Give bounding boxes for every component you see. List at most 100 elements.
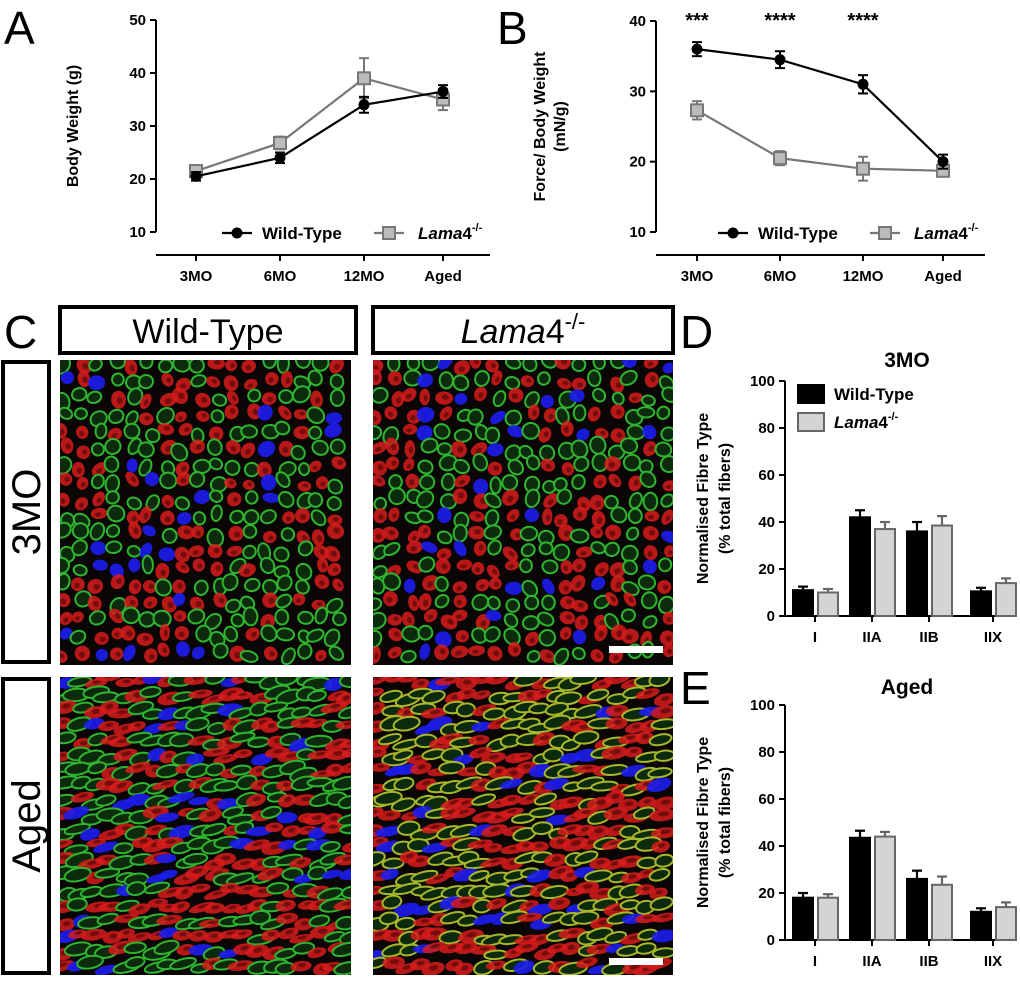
col-header-wild-type: Wild-Type [58, 305, 358, 355]
x-tick-label: 12MO [843, 268, 884, 285]
x-tick-label: 3MO [681, 268, 714, 285]
legend-swatch-lama4-ko [797, 412, 825, 432]
significance-label: *** [685, 10, 709, 32]
y-tick-label: 0 [767, 932, 775, 949]
x-tick-label: 12MO [344, 268, 385, 285]
x-tick-label: IIA [862, 953, 881, 970]
panel-letter-c: C [4, 306, 37, 358]
scale-bar-3mo [609, 646, 663, 653]
data-point-wild-type [937, 156, 949, 168]
bar-lama4-ko [931, 524, 953, 618]
bar-lama4-ko [817, 591, 839, 617]
micrograph-ko-aged [373, 677, 673, 975]
chart-d-fibre-type-3mo: 3MO 0 20 40 60 80 100 Normalised Fibre Type (% t… [695, 349, 1017, 646]
x-tick-label: IIX [984, 629, 1002, 646]
y-axis-label: (% total fibers) [717, 443, 734, 554]
x-tick-label: I [813, 953, 817, 970]
chart-a-body-weight: 10 20 30 40 50 3MO 6MO 12MO Aged Body Weight (g) W… [65, 12, 490, 285]
y-axis-label: Body Weight (g) [65, 65, 82, 187]
data-point-lama4-ko [856, 161, 870, 176]
legend-swatch-wild-type [797, 384, 825, 404]
y-tick-label: 80 [758, 744, 775, 761]
data-point-wild-type [857, 78, 869, 90]
y-tick-label: 30 [129, 118, 146, 135]
bar-lama4-ko [931, 883, 953, 942]
bar-lama4-ko [817, 896, 839, 942]
panel-letter-e: E [680, 662, 711, 714]
data-point-lama4-ko [357, 71, 371, 86]
y-tick-label: 60 [758, 791, 775, 808]
data-point-wild-type [437, 86, 449, 98]
y-tick-label: 20 [629, 154, 646, 171]
legend-label-wild-type: Wild-Type [758, 224, 838, 243]
micrograph-ko-3mo [373, 360, 673, 665]
y-tick-label: 100 [750, 697, 775, 714]
x-tick-label: 6MO [264, 268, 297, 285]
y-tick-label: 20 [758, 561, 775, 578]
x-tick-label: IIA [862, 629, 881, 646]
x-tick-label: Aged [924, 268, 962, 285]
y-axis-label: (mN/g) [552, 101, 569, 152]
col-header-lama4-ko-label: Lama4-/- [461, 309, 586, 351]
panel-letter-d: D [680, 306, 713, 358]
y-tick-label: 0 [767, 608, 775, 625]
chart-title: 3MO [884, 349, 930, 372]
data-point-lama4-ko [690, 103, 704, 118]
col-header-wild-type-label: Wild-Type [132, 313, 283, 351]
bar-wild-type [906, 530, 928, 618]
legend: Wild-Type Lama4-/- [797, 384, 914, 432]
bar-wild-type [849, 836, 871, 942]
bar-lama4-ko [874, 528, 896, 617]
chart-e-fibre-type-aged: Aged 0 20 40 60 80 100 Normalised Fibre Type (% … [695, 676, 1017, 970]
series-line-lama4-ko [195, 77, 444, 173]
y-tick-label: 10 [129, 224, 146, 241]
y-tick-label: 40 [129, 65, 146, 82]
scale-bar-aged [609, 958, 663, 965]
y-tick-label: 60 [758, 467, 775, 484]
data-point-lama4-ko [773, 151, 787, 166]
bar-wild-type [970, 910, 992, 941]
col-header-lama4-ko: Lama4-/- [371, 305, 675, 355]
y-tick-label: 40 [758, 514, 775, 531]
significance-label: **** [847, 10, 878, 32]
x-tick-label: IIB [919, 629, 938, 646]
series-line-wild-type [195, 90, 444, 178]
bar-wild-type [792, 589, 814, 618]
legend-label-wild-type: Wild-Type [262, 224, 342, 243]
row-label-3mo-text: 3MO [5, 469, 49, 556]
legend-marker-wild-type [231, 227, 243, 239]
legend-label-wild-type: Wild-Type [834, 385, 914, 404]
bar-wild-type [906, 877, 928, 942]
legend-label-lama4-ko: Lama4-/- [834, 411, 899, 432]
y-tick-label: 40 [758, 838, 775, 855]
row-label-3mo: 3MO [1, 360, 51, 664]
data-point-wild-type [691, 43, 703, 55]
legend-label-lama4-ko: Lama4-/- [914, 222, 979, 243]
row-label-aged-text: Aged [5, 779, 49, 872]
y-tick-label: 100 [750, 373, 775, 390]
y-tick-label: 80 [758, 420, 775, 437]
y-axis-label: Normalised Fibre Type [695, 413, 712, 584]
legend: Wild-Type Lama4-/- [718, 222, 979, 243]
y-tick-label: 50 [129, 12, 146, 29]
y-tick-label: 20 [758, 885, 775, 902]
data-point-wild-type [358, 99, 370, 111]
y-axis-label: (% total fibers) [717, 767, 734, 878]
series-line-lama4-ko [696, 109, 944, 172]
data-point-wild-type [190, 170, 202, 182]
bar-lama4-ko [995, 906, 1017, 941]
x-tick-label: IIX [984, 953, 1002, 970]
bar-wild-type [849, 516, 871, 617]
legend-marker-lama4-ko [382, 226, 396, 240]
series-line-wild-type [696, 48, 944, 163]
significance-label: **** [764, 10, 795, 32]
bar-lama4-ko [995, 582, 1017, 617]
legend-marker-wild-type [727, 227, 739, 239]
legend-marker-lama4-ko [878, 226, 892, 240]
bar-lama4-ko [874, 835, 896, 941]
x-tick-label: 3MO [180, 268, 213, 285]
x-tick-label: Aged [424, 268, 462, 285]
bar-wild-type [792, 896, 814, 942]
x-tick-label: IIB [919, 953, 938, 970]
